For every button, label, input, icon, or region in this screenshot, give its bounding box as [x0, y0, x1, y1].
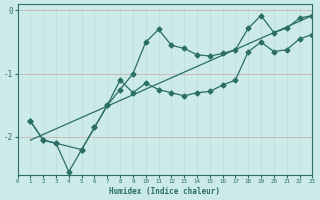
X-axis label: Humidex (Indice chaleur): Humidex (Indice chaleur) [109, 187, 220, 196]
